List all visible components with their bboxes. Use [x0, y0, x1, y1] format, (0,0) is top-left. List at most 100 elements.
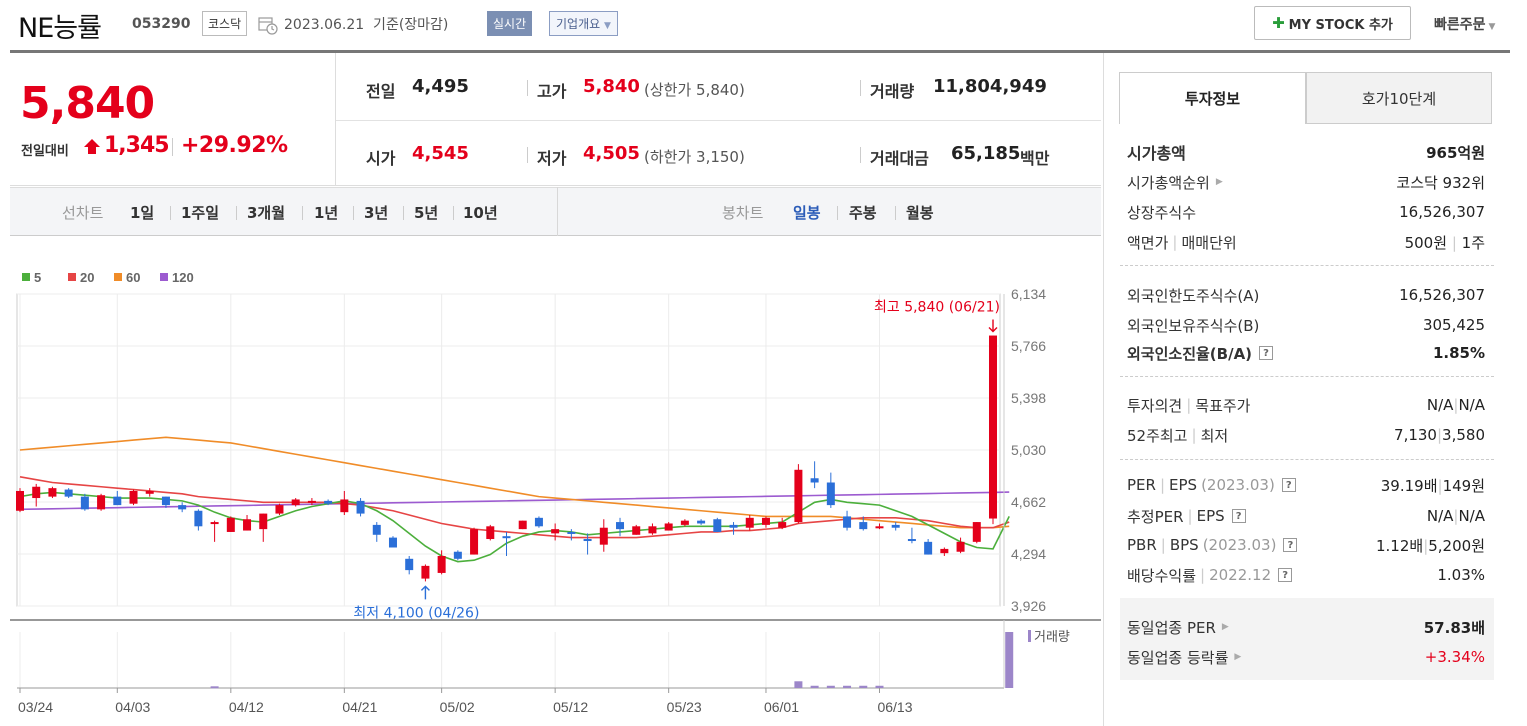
chevron-down-icon: ▼	[1488, 22, 1496, 32]
help-icon[interactable]: ?	[1278, 568, 1293, 582]
candle-body	[421, 565, 430, 579]
row-industry-rate[interactable]: 동일업종 등락률 ▶ +3.34%	[1127, 643, 1485, 671]
help-icon[interactable]: ?	[1281, 478, 1296, 492]
eps-period: (2023.03)	[1201, 476, 1275, 494]
opinion-label: 투자의견	[1127, 396, 1183, 415]
candle-body	[437, 555, 446, 573]
candle-body	[745, 517, 754, 528]
per-label: PER	[1127, 476, 1156, 494]
candle-body	[502, 536, 511, 539]
candle-weekly[interactable]: 주봉	[849, 204, 877, 222]
candle-body	[632, 526, 641, 535]
volume-label: 거래량	[870, 82, 915, 101]
market-cap-rank-value: 코스닥 932위	[1396, 173, 1485, 192]
x-tick-label: 05/02	[440, 699, 475, 715]
volume-value: 11,804,949	[933, 76, 1047, 97]
unit-value: 1주	[1461, 233, 1485, 252]
stock-name: NE능률	[18, 13, 102, 44]
tab-invest-info[interactable]: 투자정보	[1119, 72, 1306, 124]
tab-hoga-10[interactable]: 호가10단계	[1306, 72, 1492, 124]
volume-bar	[826, 685, 835, 688]
candle-monthly[interactable]: 월봉	[906, 204, 934, 222]
help-icon[interactable]: ?	[1259, 346, 1274, 360]
help-icon[interactable]: ?	[1283, 538, 1298, 552]
est-per-label: 추정PER	[1127, 507, 1184, 526]
foreign-ratio-label: 외국인소진율(B/A)	[1127, 344, 1253, 363]
candle-body	[453, 551, 462, 559]
calendar-clock-icon	[258, 17, 278, 35]
help-icon[interactable]: ?	[1231, 509, 1246, 523]
candle-body	[243, 519, 252, 531]
stock-chart[interactable]: 6,134 5,766 5,398 5,030 4,662 4,294 3,926 03/24…	[10, 236, 1101, 726]
candle-daily[interactable]: 일봉	[793, 204, 821, 222]
summary-divider	[336, 120, 1101, 121]
foreign-hold-label: 외국인보유주식수(B)	[1127, 316, 1260, 335]
volume-bar	[1005, 632, 1014, 688]
low-value: 4,505	[583, 143, 640, 164]
foreign-limit-value: 16,526,307	[1399, 286, 1485, 304]
company-overview-dropdown[interactable]: 기업개요 ▼	[549, 11, 618, 36]
quick-order-button[interactable]: 빠른주문 ▼	[1434, 14, 1495, 34]
divider	[1120, 459, 1494, 460]
realtime-badge[interactable]: 실시간	[487, 11, 533, 36]
volume-bar	[875, 685, 884, 688]
candle-body	[388, 537, 397, 548]
candle-body	[729, 524, 738, 528]
row-market-cap: 시가총액 965억원	[1127, 138, 1485, 166]
period-3m[interactable]: 3개월	[247, 204, 286, 222]
row-shares: 상장주식수 16,526,307	[1127, 198, 1485, 226]
est-per-value: N/A	[1426, 507, 1454, 525]
shares-value: 16,526,307	[1399, 203, 1485, 221]
summary-box	[336, 53, 1101, 186]
candle-body	[340, 499, 349, 513]
candle-body	[778, 522, 787, 528]
divider	[403, 206, 404, 220]
x-tick-label: 06/01	[764, 699, 799, 715]
candle-body	[259, 513, 268, 530]
row-opinion-target: 투자의견 | 목표주가 N/A|N/A	[1127, 396, 1485, 415]
caret-right-icon: ▶	[1215, 177, 1223, 187]
x-tick-label: 04/21	[342, 699, 377, 715]
candle-body	[405, 558, 414, 571]
divider	[1120, 376, 1494, 377]
company-overview-label: 기업개요	[556, 17, 601, 31]
candle-body	[826, 482, 835, 506]
low-annotation: 최저 4,100 (04/26)	[353, 605, 479, 621]
divider	[236, 206, 237, 220]
foreign-ratio-value: 1.85%	[1432, 344, 1485, 362]
amount-value: 65,185	[951, 143, 1021, 164]
industry-box	[1120, 598, 1494, 680]
candle-body	[145, 490, 154, 494]
my-stock-add-button[interactable]: ✚ MY STOCK 추가	[1254, 6, 1411, 40]
high-arrow-icon	[988, 319, 998, 333]
candle-body	[32, 486, 41, 499]
amount-label: 거래대금	[870, 149, 929, 168]
candle-body	[697, 520, 706, 524]
candle-body	[307, 500, 316, 503]
row-industry-per[interactable]: 동일업종 PER ▶ 57.83배	[1127, 613, 1485, 641]
period-5y[interactable]: 5년	[414, 204, 439, 222]
upper-limit: (상한가 5,840)	[644, 81, 745, 99]
period-3y[interactable]: 3년	[364, 204, 389, 222]
row-market-cap-rank[interactable]: 시가총액순위 ▶ 코스닥 932위	[1127, 168, 1485, 196]
row-foreign-limit: 외국인한도주식수(A) 16,526,307	[1127, 281, 1485, 309]
face-value: 500원	[1404, 233, 1448, 252]
tab-invest-info-label: 투자정보	[1184, 90, 1241, 108]
period-1y[interactable]: 1년	[314, 204, 339, 222]
legend-label: 5	[34, 270, 41, 285]
candle-body	[583, 539, 592, 542]
open-value: 4,545	[412, 143, 469, 164]
candle-body	[843, 516, 852, 528]
period-1w[interactable]: 1주일	[181, 204, 220, 222]
w52-high-label: 52주최고	[1127, 426, 1188, 445]
volume-bar	[794, 681, 803, 688]
period-10y[interactable]: 10년	[463, 204, 498, 222]
volume-bar	[843, 685, 852, 688]
industry-per-value: 57.83배	[1423, 618, 1485, 637]
legend-swatch	[114, 273, 122, 281]
face-label: 액면가	[1127, 233, 1169, 252]
candle-body	[794, 469, 803, 523]
y-tick-label: 5,398	[1011, 390, 1046, 406]
period-1d[interactable]: 1일	[130, 204, 155, 222]
pbr-label: PBR	[1127, 536, 1157, 554]
